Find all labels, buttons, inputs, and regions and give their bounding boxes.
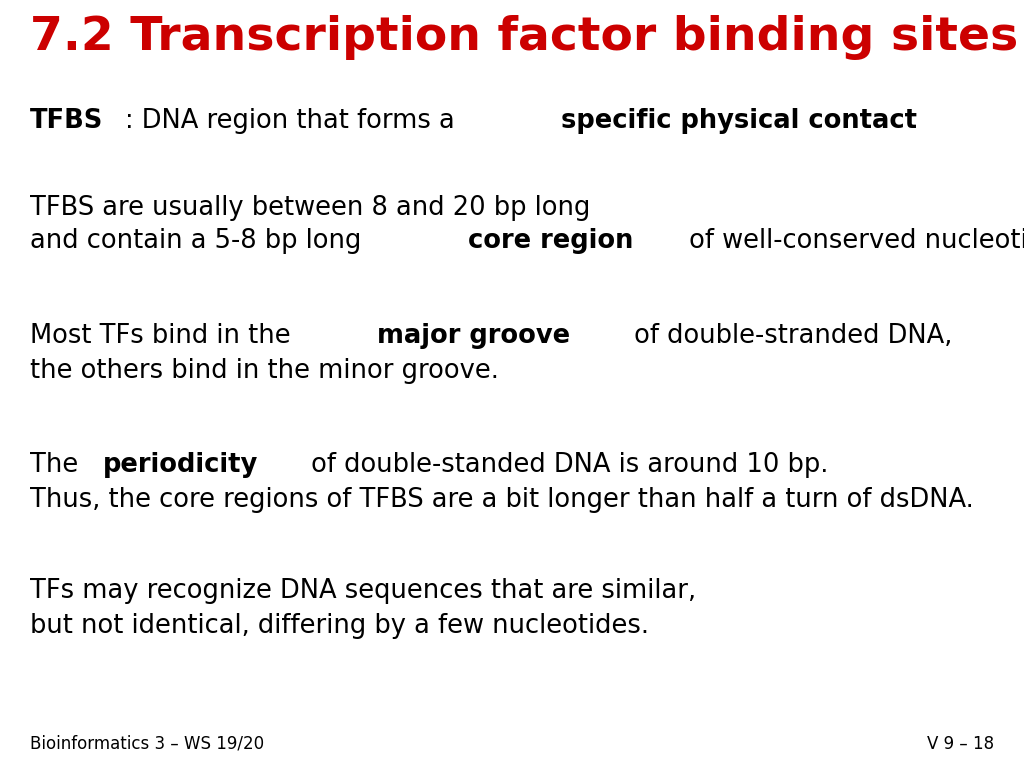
Text: : DNA region that forms a: : DNA region that forms a <box>125 108 463 134</box>
Text: periodicity: periodicity <box>102 452 258 478</box>
Text: major groove: major groove <box>377 323 570 349</box>
Text: of double-standed DNA is around 10 bp.: of double-standed DNA is around 10 bp. <box>303 452 828 478</box>
Text: TFs may recognize DNA sequences that are similar,: TFs may recognize DNA sequences that are… <box>30 578 696 604</box>
Text: with a particular TF.: with a particular TF. <box>1020 108 1024 134</box>
Text: Bioinformatics 3 – WS 19/20: Bioinformatics 3 – WS 19/20 <box>30 735 264 753</box>
Text: and contain a 5-8 bp long: and contain a 5-8 bp long <box>30 228 370 254</box>
Text: Thus, the core regions of TFBS are a bit longer than half a turn of dsDNA.: Thus, the core regions of TFBS are a bit… <box>30 487 974 513</box>
Text: of well-conserved nucleotide bases.: of well-conserved nucleotide bases. <box>681 228 1024 254</box>
Text: TFBS: TFBS <box>30 108 103 134</box>
Text: core region: core region <box>468 228 634 254</box>
Text: but not identical, differing by a few nucleotides.: but not identical, differing by a few nu… <box>30 613 649 639</box>
Text: V 9 – 18: V 9 – 18 <box>927 735 994 753</box>
Text: specific physical contact: specific physical contact <box>561 108 916 134</box>
Text: of double-stranded DNA,: of double-stranded DNA, <box>626 323 952 349</box>
Text: 7.2 Transcription factor binding sites (TFBSs): 7.2 Transcription factor binding sites (… <box>30 15 1024 60</box>
Text: Most TFs bind in the: Most TFs bind in the <box>30 323 299 349</box>
Text: TFBS are usually between 8 and 20 bp long: TFBS are usually between 8 and 20 bp lon… <box>30 195 591 221</box>
Text: The: The <box>30 452 86 478</box>
Text: the others bind in the minor groove.: the others bind in the minor groove. <box>30 358 499 384</box>
